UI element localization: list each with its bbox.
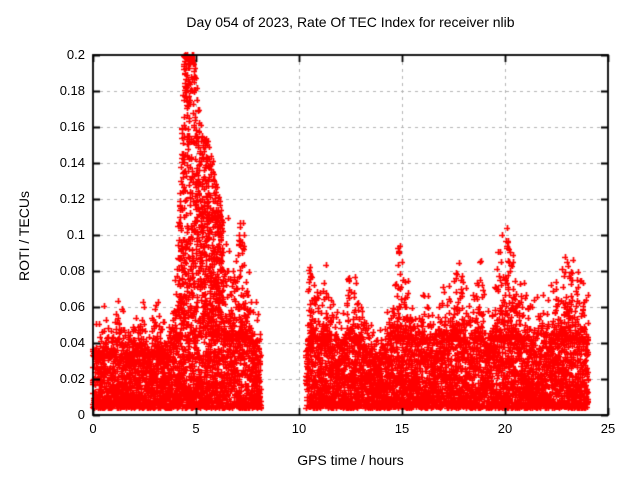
y-tick-label: 0.1 bbox=[66, 227, 85, 242]
y-tick-label: 0.06 bbox=[59, 299, 85, 314]
x-tick-label: 5 bbox=[192, 421, 200, 436]
y-tick-label: 0.2 bbox=[66, 47, 85, 62]
y-tick-label: 0.12 bbox=[59, 191, 85, 206]
y-tick-label: 0.18 bbox=[59, 83, 85, 98]
x-tick-label: 0 bbox=[89, 421, 97, 436]
x-tick-label: 15 bbox=[394, 421, 410, 436]
x-tick-label: 20 bbox=[497, 421, 513, 436]
y-tick-label: 0.08 bbox=[59, 263, 85, 278]
chart-title: Day 054 of 2023, Rate Of TEC Index for r… bbox=[186, 14, 515, 30]
x-axis-label: GPS time / hours bbox=[297, 452, 404, 468]
x-tick-label: 25 bbox=[600, 421, 616, 436]
y-tick-label: 0 bbox=[77, 407, 85, 422]
x-tick-label: 10 bbox=[291, 421, 307, 436]
y-tick-label: 0.02 bbox=[59, 371, 85, 386]
y-tick-label: 0.16 bbox=[59, 119, 85, 134]
y-tick-label: 0.04 bbox=[59, 335, 85, 350]
y-tick-label: 0.14 bbox=[59, 155, 85, 170]
